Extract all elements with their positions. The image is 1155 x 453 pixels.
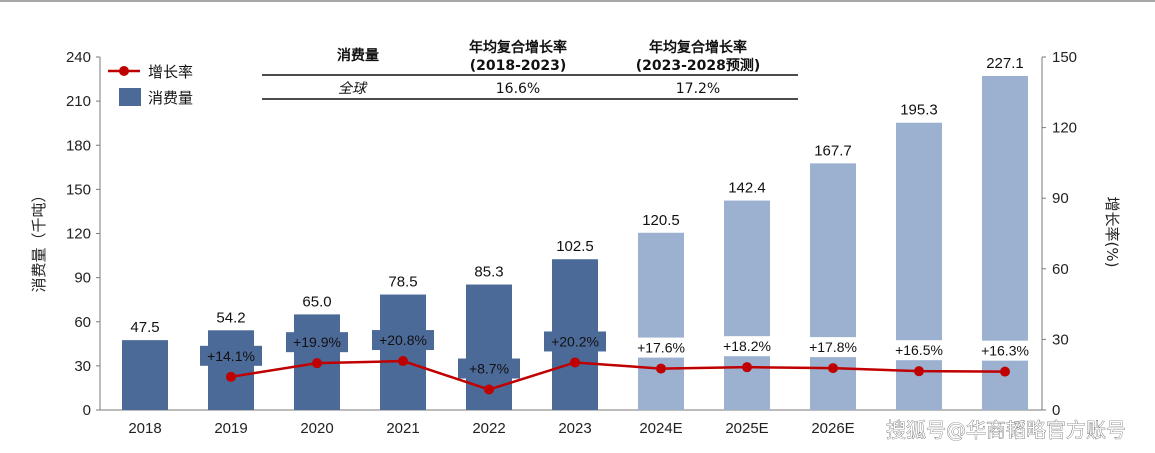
- growth-value-label: +16.3%: [981, 343, 1029, 359]
- table-header-period-2: (2023-2028预测): [636, 57, 761, 74]
- x-axis-categories: 2018 2019 2020 2021 2022 2023 2024E 2025E 2026E: [128, 420, 854, 437]
- growth-point-2026E: [828, 363, 838, 374]
- table-value-2018-2023: 16.6%: [496, 81, 540, 97]
- growth-label-box: [458, 358, 520, 379]
- bar-value-label: 167.7: [814, 142, 852, 159]
- growth-line-series: [226, 356, 1010, 395]
- growth-value-label: +8.7%: [469, 361, 509, 377]
- left-axis-ticks: 0 30 60 90 120 150 180 210 240: [66, 49, 100, 419]
- right-tick-label: 60: [1052, 261, 1069, 278]
- category-label: 2024E: [639, 420, 682, 437]
- category-label: 2018: [128, 420, 161, 437]
- category-label: 2019: [214, 420, 247, 437]
- growth-value-label: +20.2%: [551, 333, 599, 349]
- category-label: 2023: [558, 420, 591, 437]
- legend-line-marker: [119, 66, 129, 76]
- bar-2024E: [638, 232, 684, 410]
- growth-point-2021: [398, 356, 408, 367]
- y-axis-title: 消费量（千吨）: [30, 187, 48, 292]
- y2-axis-title: 增长率(%): [1103, 197, 1121, 268]
- growth-label-box: [888, 340, 950, 361]
- table-header-cagr-1: 年均复合增长率: [469, 39, 567, 56]
- growth-value-label: +16.5%: [895, 342, 943, 358]
- left-tick-label: 0: [83, 402, 91, 419]
- growth-label-box: [544, 331, 606, 352]
- bar-2027E: [896, 122, 942, 410]
- right-tick-label: 120: [1052, 120, 1077, 137]
- bar-value-label: 47.5: [130, 319, 159, 336]
- legend-label-consumption: 消费量: [148, 89, 193, 107]
- bar-value-label: 78.5: [388, 274, 417, 291]
- category-label: 2022: [472, 420, 505, 437]
- growth-label-box: [286, 332, 348, 353]
- category-label: 2020: [300, 420, 333, 437]
- growth-value-label: +17.6%: [637, 340, 685, 356]
- table-header-period-1: (2018-2023): [470, 58, 567, 74]
- growth-value-label: +20.8%: [379, 332, 427, 348]
- legend-bar-swatch: [119, 88, 141, 106]
- table-value-2023-2028: 17.2%: [676, 81, 720, 97]
- left-tick-label: 30: [74, 358, 91, 375]
- growth-label-box: [630, 337, 692, 358]
- bar-2025E: [724, 200, 770, 410]
- category-label: 2026E: [811, 420, 854, 437]
- legend-label-growth: 增长率: [148, 63, 193, 81]
- bar-2021: [380, 294, 426, 410]
- growth-label-boxes: [200, 330, 1036, 379]
- bar-value-label: 85.3: [474, 264, 503, 281]
- right-tick-label: 30: [1052, 331, 1069, 348]
- growth-label-box: [974, 340, 1036, 361]
- left-tick-label: 150: [66, 181, 91, 198]
- growth-label-box: [200, 345, 262, 366]
- right-tick-label: 0: [1052, 402, 1060, 419]
- growth-value-labels: +14.1% +19.9% +20.8% +8.7% +20.2% +17.6% +18.2…: [207, 332, 1029, 376]
- left-tick-label: 180: [66, 137, 91, 154]
- category-label: 2021: [386, 420, 419, 437]
- right-axis-ticks: 0 30 60 90 120 150: [1042, 49, 1077, 419]
- growth-point-2019: [226, 371, 236, 382]
- bar-value-label: 120.5: [642, 212, 680, 229]
- bar-value-label: 195.3: [900, 102, 938, 119]
- growth-point-2022: [484, 384, 494, 395]
- bar-value-labels: 47.5 54.2 65.0 78.5 85.3 102.5 120.5 142.4 167.7…: [130, 55, 1023, 336]
- legend: 增长率 消费量: [108, 63, 193, 107]
- bar-value-label: 142.4: [728, 180, 766, 197]
- growth-value-label: +14.1%: [207, 348, 255, 364]
- table-header-cagr-2: 年均复合增长率: [649, 39, 747, 56]
- left-tick-label: 210: [66, 93, 91, 110]
- bar-value-label: 102.5: [556, 238, 594, 255]
- bar-2018: [122, 340, 168, 410]
- left-tick-label: 120: [66, 226, 91, 243]
- growth-point-2024E: [656, 363, 666, 374]
- left-tick-label: 240: [66, 49, 91, 66]
- growth-label-box: [372, 330, 434, 351]
- bar-value-label: 65.0: [302, 293, 331, 310]
- table-row-label: 全球: [338, 81, 368, 97]
- growth-point-2028E: [1000, 366, 1010, 377]
- growth-point-2025E: [742, 362, 752, 373]
- left-tick-label: 90: [74, 270, 91, 287]
- growth-point-2020: [312, 358, 322, 369]
- right-tick-label: 90: [1052, 190, 1069, 207]
- bar-value-label: 54.2: [216, 309, 245, 326]
- left-tick-label: 60: [74, 314, 91, 331]
- table-header-consumption: 消费量: [337, 47, 379, 64]
- bar-value-label: 227.1: [986, 55, 1024, 72]
- growth-point-2027E: [914, 366, 924, 377]
- growth-value-label: +19.9%: [293, 334, 341, 350]
- growth-label-box: [802, 337, 864, 358]
- growth-label-box: [716, 336, 778, 357]
- growth-point-2023: [570, 357, 580, 368]
- cagr-table: 消费量 年均复合增长率 (2018-2023) 年均复合增长率 (2023-20…: [262, 39, 798, 100]
- growth-line: [230, 359, 1006, 391]
- category-label: 2025E: [725, 420, 768, 437]
- growth-value-label: +18.2%: [723, 338, 771, 354]
- right-tick-label: 150: [1052, 49, 1077, 66]
- bar-2019: [208, 330, 254, 410]
- watermark: 搜狐号@华商韬略官方账号: [886, 418, 1126, 442]
- growth-value-label: +17.8%: [809, 339, 857, 355]
